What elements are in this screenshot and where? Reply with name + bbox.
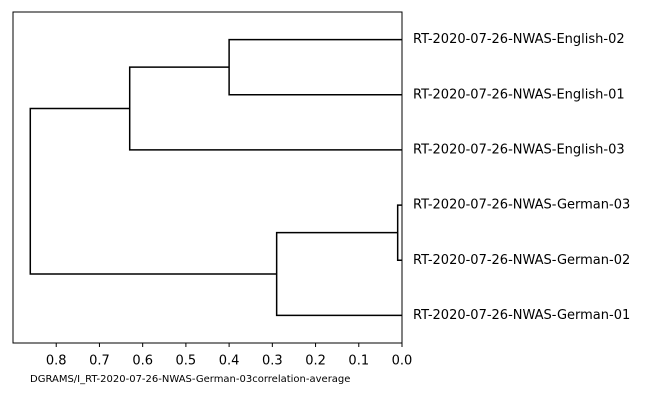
x-tick-label: 0.3 [262, 354, 283, 369]
leaf-label: RT-2020-07-26-NWAS-English-02 [413, 32, 625, 47]
x-tick-label: 0.5 [176, 354, 197, 369]
dendrogram-link [128, 66, 402, 151]
x-tick-label: 0.8 [46, 354, 67, 369]
dendrogram-link [396, 204, 402, 261]
leaf-label: RT-2020-07-26-NWAS-German-01 [413, 308, 630, 323]
leaf-label: RT-2020-07-26-NWAS-German-02 [413, 253, 630, 268]
x-tick-label: 0.0 [392, 354, 413, 369]
plot-frame [12, 11, 403, 344]
leaf-label: RT-2020-07-26-NWAS-German-03 [413, 198, 630, 213]
leaf-label: RT-2020-07-26-NWAS-English-01 [413, 87, 625, 102]
dendrogram-link [275, 231, 402, 317]
x-tick-label: 0.4 [219, 354, 240, 369]
dendrogram-link [29, 107, 277, 275]
x-tick-label: 0.6 [132, 354, 153, 369]
x-tick-label: 0.7 [89, 354, 110, 369]
dendrogram-link [228, 38, 402, 96]
x-axis-label: DGRAMS/I_RT-2020-07-26-NWAS-German-03cor… [30, 374, 350, 385]
x-tick-label: 0.1 [348, 354, 369, 369]
leaf-label: RT-2020-07-26-NWAS-English-03 [413, 142, 625, 157]
x-tick-label: 0.2 [305, 354, 326, 369]
